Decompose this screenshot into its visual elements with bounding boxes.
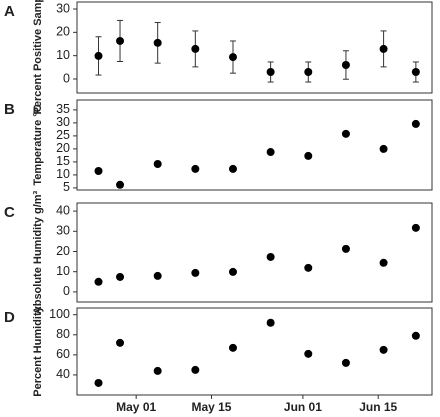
y-tick-label: 0: [63, 71, 70, 85]
point: [228, 343, 237, 352]
point: [116, 180, 125, 189]
y-axis-label: Percent Humidity: [32, 305, 44, 396]
y-tick-label: 60: [56, 347, 70, 361]
y-tick-label: 80: [56, 327, 70, 341]
point: [341, 244, 350, 253]
point: [304, 151, 313, 160]
y-tick-label: 15: [56, 154, 70, 168]
point: [228, 164, 237, 173]
y-tick-label: 35: [56, 102, 70, 116]
x-tick-label: Jun 01: [284, 400, 322, 414]
panel-label: D: [4, 309, 15, 326]
point: [191, 365, 200, 374]
point: [411, 68, 420, 76]
x-tick-label: Jun 15: [359, 400, 397, 414]
y-tick-label: 10: [56, 48, 70, 62]
point: [116, 338, 125, 347]
point: [341, 129, 350, 138]
point: [153, 159, 162, 168]
point: [153, 271, 162, 280]
y-tick-label: 20: [56, 244, 70, 258]
point: [94, 277, 103, 286]
plot-frame: [76, 1, 433, 94]
point: [379, 44, 388, 53]
y-tick-label: 5: [63, 180, 70, 194]
y-tick-label: 30: [56, 1, 70, 15]
x-tick-label: May 15: [191, 400, 231, 414]
point: [94, 51, 103, 60]
point: [266, 148, 275, 157]
y-tick-label: 30: [56, 115, 70, 129]
y-axis-label: Percent Positive Samples: [32, 0, 44, 114]
y-tick-label: 40: [56, 203, 70, 217]
point: [153, 366, 162, 375]
point: [266, 68, 275, 76]
point: [191, 164, 200, 173]
panel-label: A: [4, 3, 15, 20]
y-tick-label: 25: [56, 128, 70, 142]
plot-frame: [76, 99, 433, 191]
point: [341, 61, 350, 69]
plot-frame: [76, 202, 433, 303]
y-tick-label: 40: [56, 367, 70, 381]
y-tick-label: 20: [56, 141, 70, 155]
point: [379, 258, 388, 267]
point: [411, 331, 420, 340]
point: [191, 268, 200, 277]
point: [94, 378, 103, 387]
point: [153, 38, 162, 47]
y-axis-label: Absolute Humidity g/m³: [32, 190, 44, 314]
y-tick-label: 100: [49, 307, 70, 321]
y-tick-label: 10: [56, 167, 70, 181]
point: [411, 119, 420, 128]
point: [304, 263, 313, 272]
y-tick-label: 0: [63, 284, 70, 298]
point: [191, 44, 200, 53]
y-tick-label: 20: [56, 25, 70, 39]
point: [116, 36, 125, 45]
point: [116, 272, 125, 281]
panel-label: B: [4, 101, 15, 118]
point: [379, 345, 388, 354]
point: [411, 223, 420, 232]
point: [341, 358, 350, 367]
point: [228, 53, 237, 62]
point: [266, 318, 275, 327]
point: [304, 349, 313, 358]
y-tick-label: 30: [56, 224, 70, 238]
panel-label: C: [4, 204, 15, 221]
point: [304, 68, 313, 76]
plot-frame: [76, 307, 433, 396]
point: [94, 167, 103, 176]
y-tick-label: 10: [56, 264, 70, 278]
point: [266, 252, 275, 261]
point: [228, 267, 237, 276]
x-tick-label: May 01: [116, 400, 156, 414]
point: [379, 144, 388, 153]
y-axis-label: Temperature °C: [32, 104, 44, 185]
